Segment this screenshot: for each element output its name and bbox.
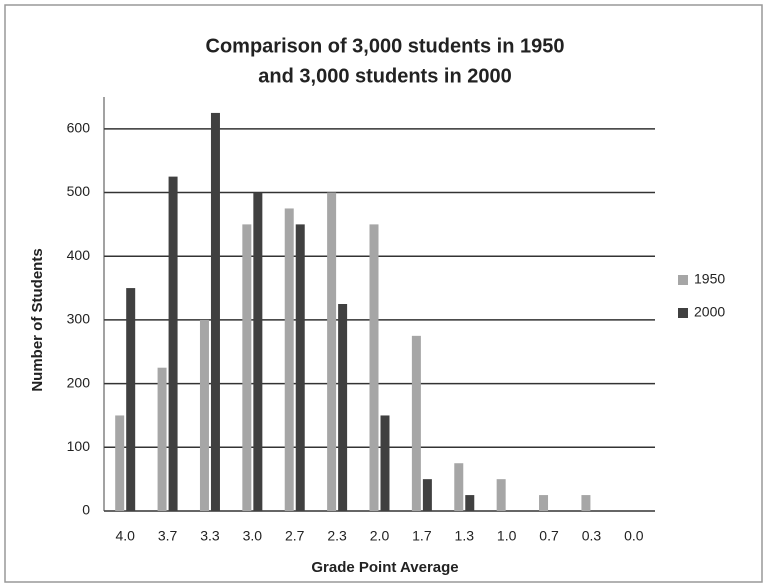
bar [581, 495, 591, 511]
bar [253, 192, 263, 512]
bar [411, 335, 421, 511]
bar [539, 495, 549, 511]
x-tick-label: 3.0 [243, 528, 263, 544]
y-tick-label: 100 [67, 438, 91, 454]
bar [454, 463, 464, 511]
bar [210, 112, 220, 511]
bar [380, 415, 390, 511]
y-tick-label: 200 [67, 374, 91, 390]
bar [199, 319, 209, 511]
legend-swatch [678, 308, 688, 318]
y-tick-label: 500 [67, 183, 91, 199]
chart-title: Comparison of 3,000 students in 1950 [206, 35, 565, 57]
legend-swatch [678, 275, 688, 285]
y-axis-title: Number of Students [29, 248, 46, 391]
bar [242, 224, 252, 511]
x-tick-label: 2.7 [285, 528, 305, 544]
bar [295, 224, 305, 511]
legend-label: 2000 [694, 304, 725, 320]
x-tick-label: 0.0 [624, 528, 644, 544]
bar [496, 479, 506, 511]
y-tick-label: 400 [67, 247, 91, 263]
bar [284, 208, 294, 511]
x-axis-title: Grade Point Average [311, 559, 458, 576]
x-tick-label: 4.0 [115, 528, 135, 544]
bar [157, 367, 167, 511]
bar [465, 495, 475, 511]
chart-title: and 3,000 students in 2000 [258, 65, 511, 87]
y-tick-label: 600 [67, 120, 91, 136]
x-tick-label: 2.3 [327, 528, 347, 544]
bar [126, 288, 136, 511]
x-tick-label: 0.7 [539, 528, 559, 544]
x-tick-label: 3.7 [158, 528, 178, 544]
x-tick-label: 1.7 [412, 528, 432, 544]
x-tick-label: 2.0 [370, 528, 390, 544]
bar [327, 192, 337, 512]
x-tick-label: 1.0 [497, 528, 517, 544]
x-tick-label: 1.3 [455, 528, 475, 544]
bar [168, 176, 178, 511]
bar [338, 304, 348, 511]
legend-label: 1950 [694, 271, 725, 287]
bar [422, 479, 432, 511]
y-tick-label: 0 [82, 502, 90, 518]
x-tick-label: 3.3 [200, 528, 220, 544]
y-tick-label: 300 [67, 311, 91, 327]
x-tick-label: 0.3 [582, 528, 602, 544]
bar [369, 224, 379, 511]
bar [115, 415, 125, 511]
